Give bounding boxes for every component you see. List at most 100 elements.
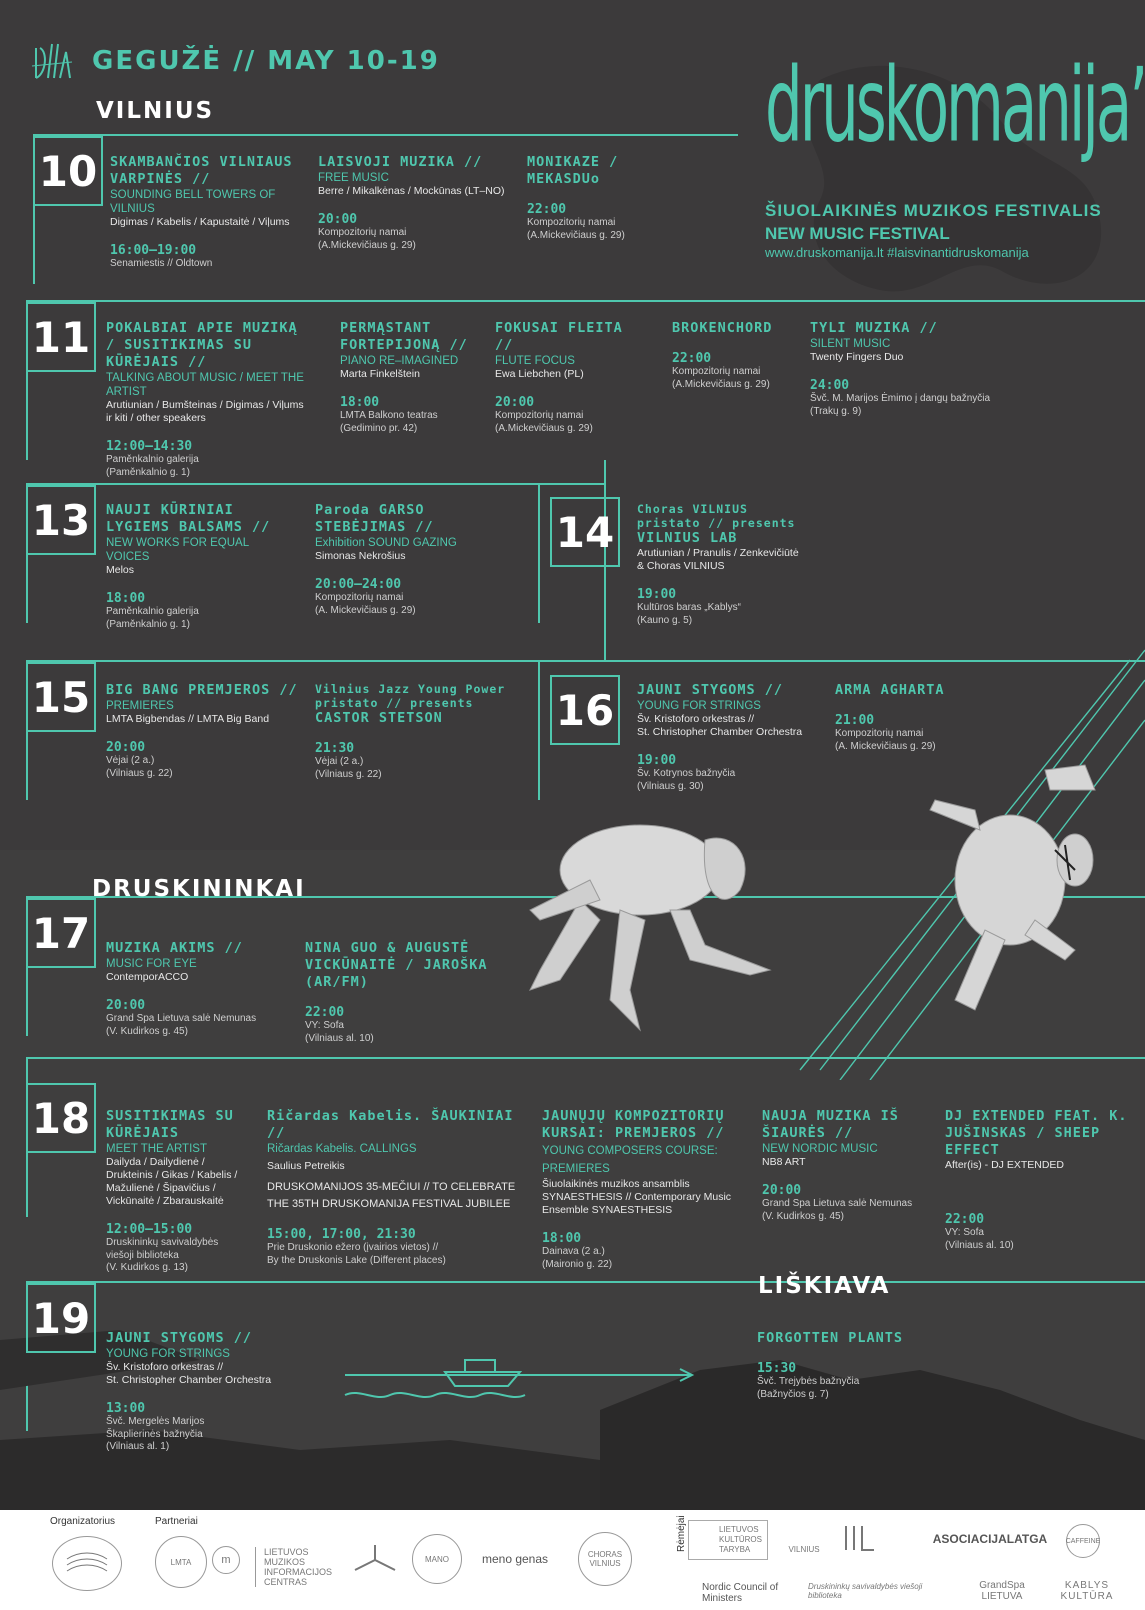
event-time: 13:00 xyxy=(106,1401,146,1416)
event-time: 16:00–19:00 xyxy=(110,243,197,258)
kablys-logo[interactable]: KABLYS KULTŪRA xyxy=(1060,1580,1114,1602)
divider xyxy=(26,1057,1145,1059)
divider xyxy=(538,660,540,800)
event-18-d[interactable]: NAUJA MUZIKA IŠ ŠIAURĖS // NEW NORDIC MU… xyxy=(762,1108,922,1223)
event-venue: Švč. M. Marijos Ėmimo į dangų bažnyčia xyxy=(810,393,991,404)
event-15-a[interactable]: BIG BANG PREMJEROS // PREMIERES LMTA Big… xyxy=(106,682,306,780)
menogenas-logo[interactable]: meno genas xyxy=(481,1552,549,1566)
event-performers-2: & Choras VILNIUS xyxy=(637,560,725,572)
event-performers: Ewa Liebchen (PL) xyxy=(495,368,584,380)
ltk-logo[interactable]: LIETUVOS KULTŪROS TARYBA xyxy=(688,1520,768,1560)
event-performers: NB8 ART xyxy=(762,1156,806,1168)
choras-logo[interactable]: CHORAS VILNIUS xyxy=(578,1532,632,1586)
event-venue: Dainava (2 a.) xyxy=(542,1246,605,1257)
event-venue: Kompozitorių namai xyxy=(495,410,584,421)
grandspa-logo[interactable]: GrandSpa LIETUVA xyxy=(979,1580,1025,1602)
day-19-badge: 19 xyxy=(26,1283,96,1353)
event-address: (Gedimino pr. 42) xyxy=(340,422,418,434)
event-time: 20:00 xyxy=(318,212,358,227)
event-13-b[interactable]: Paroda GARSO STEBĖJIMAS // Exhibition SO… xyxy=(315,502,485,617)
event-venue: Vėjai (2 a.) xyxy=(315,756,364,767)
limic-logo[interactable]: LIETUVOS MUZIKOS INFORMACIJOS CENTRAS xyxy=(255,1547,345,1587)
event-title: PERMĄSTANT FORTEPIJONĄ // xyxy=(340,320,468,353)
event-10-a[interactable]: SKAMBANČIOS VILNIAUS VARPINĖS // SOUNDIN… xyxy=(110,154,295,271)
event-time: 22:00 xyxy=(305,1005,345,1020)
event-subtitle: YOUNG FOR STRINGS xyxy=(637,700,761,712)
event-performers: Šv. Kristoforo orkestras // xyxy=(637,713,755,725)
event-performers: Marta Finkelštein xyxy=(340,368,420,380)
asociacija-logo[interactable]: ASOCIACIJALATGA xyxy=(932,1532,1048,1546)
nordic-council-logo[interactable]: Nordic Council of Ministers xyxy=(702,1582,779,1604)
event-address: (Bažnyčios g. 7) xyxy=(757,1388,829,1400)
partners-label: Partneriai xyxy=(155,1516,198,1527)
event-15-b[interactable]: Vilnius Jazz Young Power pristato // pre… xyxy=(315,682,515,781)
event-18-a[interactable]: SUSITIKIMAS SU KŪRĖJAIS MEET THE ARTIST … xyxy=(106,1108,246,1275)
event-performers: Šiuolaikinės muzikos ansamblis SYNAESTHE… xyxy=(542,1178,732,1216)
event-performers: After(is) - DJ EXTENDED xyxy=(945,1159,1065,1171)
event-13-a[interactable]: NAUJI KŪRINIAI LYGIEMS BALSAMS // NEW WO… xyxy=(106,502,291,631)
event-18-b[interactable]: Ričardas Kabelis. ŠAUKINIAI // Ričardas … xyxy=(267,1108,525,1267)
event-10-c[interactable]: MONIKAZE / MEKASDUo 22:00 Kompozitorių n… xyxy=(527,154,677,242)
event-address: (A.Mickevičiaus g. 29) xyxy=(527,229,625,241)
event-title: DJ EXTENDED FEAT. K. JUŠINSKAS / SHEEP E… xyxy=(945,1108,1128,1158)
event-performers-2: St. Christopher Chamber Orchestra xyxy=(637,726,803,738)
day-11-badge: 11 xyxy=(26,302,96,372)
event-19-b[interactable]: FORGOTTEN PLANTS 15:30 Švč. Trejybės baž… xyxy=(757,1330,957,1401)
organizer-logo[interactable] xyxy=(52,1536,122,1591)
event-title: POKALBIAI APIE MUZIKĄ / SUSITIKIMAS SU K… xyxy=(106,320,298,370)
divider xyxy=(26,483,606,485)
event-performers: Dailyda / Dailydienė / Drukteinis / Gika… xyxy=(106,1156,238,1207)
day-18-badge: 18 xyxy=(26,1083,96,1153)
event-19-a[interactable]: JAUNI STYGOMS // YOUNG FOR STRINGS Šv. K… xyxy=(106,1330,306,1454)
event-time: 24:00 xyxy=(810,378,850,393)
event-title: MUZIKA AKIMS // xyxy=(106,940,243,956)
event-14-a[interactable]: Choras VILNIUS pristato // presents VILN… xyxy=(637,502,837,627)
festival-subtitle-lt: ŠIUOLAIKINĖS MUZIKOS FESTIVALIS xyxy=(765,201,1102,220)
event-11-c[interactable]: FOKUSAI FLEITA // FLUTE FOCUS Ewa Liebch… xyxy=(495,320,650,435)
event-18-e[interactable]: DJ EXTENDED FEAT. K. JUŠINSKAS / SHEEP E… xyxy=(945,1108,1135,1252)
event-title: Paroda GARSO STEBĖJIMAS // xyxy=(315,502,434,535)
event-17-b[interactable]: NINA GUO & AUGUSTĖ VICKŪNAITĖ / JAROŠKA … xyxy=(305,940,490,1045)
event-subtitle: SOUNDING BELL TOWERS OF VILNIUS xyxy=(110,189,276,215)
event-address: (V. Kudirkos g. 45) xyxy=(762,1210,844,1222)
event-subtitle: YOUNG FOR STRINGS xyxy=(106,1348,230,1360)
event-11-b[interactable]: PERMĄSTANT FORTEPIJONĄ // PIANO RE–IMAGI… xyxy=(340,320,475,435)
event-note: DRUSKOMANIJOS 35-MEČIUI // TO CELEBRATE … xyxy=(267,1181,516,1210)
city-druskininkai: DRUSKININKAI xyxy=(92,876,306,902)
event-venue: Šv. Kotrynos bažnyčia xyxy=(637,768,736,779)
event-16-b[interactable]: ARMA AGHARTA 21:00 Kompozitorių namai (A… xyxy=(835,682,995,753)
event-subtitle: Exhibition SOUND GAZING xyxy=(315,537,457,549)
mic-logo[interactable]: m xyxy=(212,1546,240,1574)
event-17-a[interactable]: MUZIKA AKIMS // MUSIC FOR EYE ContemporA… xyxy=(106,940,291,1038)
festival-monogram-icon xyxy=(31,43,73,79)
book-logo-icon[interactable] xyxy=(350,1540,400,1580)
lithuanian-institute-icon[interactable] xyxy=(840,1520,880,1556)
vilnius-logo[interactable]: VILNIUS xyxy=(782,1524,826,1554)
viesoji-istaiga-logo[interactable]: MANO xyxy=(412,1534,462,1584)
event-venue: Paměnkalnio galerija xyxy=(106,454,199,465)
event-title: JAUNŲJŲ KOMPOZITORIŲ KURSAI: PREMJEROS /… xyxy=(542,1108,725,1141)
cafe-logo[interactable]: CAFFEINE xyxy=(1066,1524,1100,1558)
divider xyxy=(33,134,35,284)
event-16-a[interactable]: JAUNI STYGOMS // YOUNG FOR STRINGS Šv. K… xyxy=(637,682,822,793)
event-venue: Kompozitorių namai xyxy=(527,217,616,228)
event-11-e[interactable]: TYLI MUZIKA // SILENT MUSIC Twenty Finge… xyxy=(810,320,1010,418)
event-title-presents: pristato // presents xyxy=(637,516,796,530)
druskininku-biblioteka-logo[interactable]: Druskininkų savivaldybės viešoji bibliot… xyxy=(808,1582,923,1600)
event-18-c[interactable]: JAUNŲJŲ KOMPOZITORIŲ KURSAI: PREMJEROS /… xyxy=(542,1108,737,1271)
event-venue: Kultūros baras „Kablys“ xyxy=(637,602,741,613)
event-title: BROKENCHORD xyxy=(672,320,773,336)
event-11-d[interactable]: BROKENCHORD 22:00 Kompozitorių namai (A.… xyxy=(672,320,807,391)
festival-website[interactable]: www.druskomanija.lt #laisvinantidruskoma… xyxy=(765,245,1029,260)
lmta-logo[interactable]: LMTA xyxy=(155,1536,207,1588)
event-10-b[interactable]: LAISVOJI MUZIKA // FREE MUSIC Berre / Mi… xyxy=(318,154,508,252)
divider xyxy=(538,483,540,623)
festival-logo: druskomanija’19 xyxy=(765,45,1145,166)
event-subtitle: TALKING ABOUT MUSIC / MEET THE ARTIST xyxy=(106,372,304,398)
event-performers: Saulius Petreikis xyxy=(267,1160,345,1172)
divider xyxy=(26,300,28,460)
event-title: Ričardas Kabelis. ŠAUKINIAI // xyxy=(267,1108,514,1141)
event-address: (Trakų g. 9) xyxy=(810,405,862,417)
divider xyxy=(26,660,1145,662)
event-11-a[interactable]: POKALBIAI APIE MUZIKĄ / SUSITIKIMAS SU K… xyxy=(106,320,311,479)
